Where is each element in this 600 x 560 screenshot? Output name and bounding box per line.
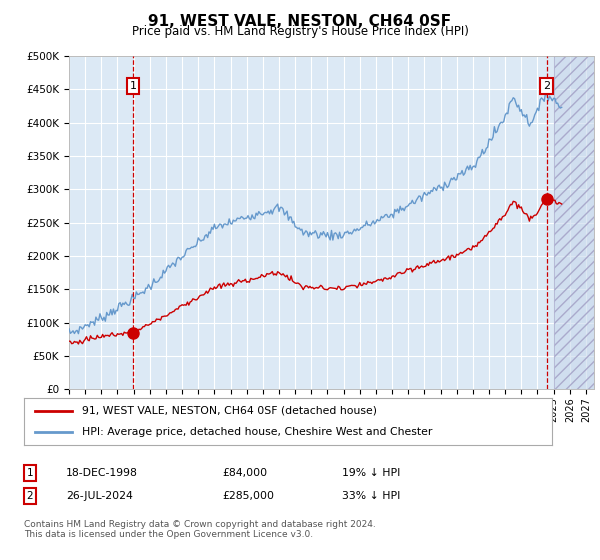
Text: Price paid vs. HM Land Registry's House Price Index (HPI): Price paid vs. HM Land Registry's House … xyxy=(131,25,469,38)
Text: Contains HM Land Registry data © Crown copyright and database right 2024.
This d: Contains HM Land Registry data © Crown c… xyxy=(24,520,376,539)
Bar xyxy=(554,56,594,389)
Bar xyxy=(554,56,594,389)
Text: 1: 1 xyxy=(26,468,34,478)
Text: £285,000: £285,000 xyxy=(222,491,274,501)
Text: HPI: Average price, detached house, Cheshire West and Chester: HPI: Average price, detached house, Ches… xyxy=(82,427,433,437)
Text: 2: 2 xyxy=(26,491,34,501)
Text: 19% ↓ HPI: 19% ↓ HPI xyxy=(342,468,400,478)
Text: 91, WEST VALE, NESTON, CH64 0SF (detached house): 91, WEST VALE, NESTON, CH64 0SF (detache… xyxy=(82,406,377,416)
Text: 33% ↓ HPI: 33% ↓ HPI xyxy=(342,491,400,501)
Text: 91, WEST VALE, NESTON, CH64 0SF: 91, WEST VALE, NESTON, CH64 0SF xyxy=(148,14,452,29)
Text: 26-JUL-2024: 26-JUL-2024 xyxy=(66,491,133,501)
Text: 2: 2 xyxy=(543,81,550,91)
Text: 18-DEC-1998: 18-DEC-1998 xyxy=(66,468,138,478)
Text: 1: 1 xyxy=(130,81,136,91)
Text: £84,000: £84,000 xyxy=(222,468,267,478)
